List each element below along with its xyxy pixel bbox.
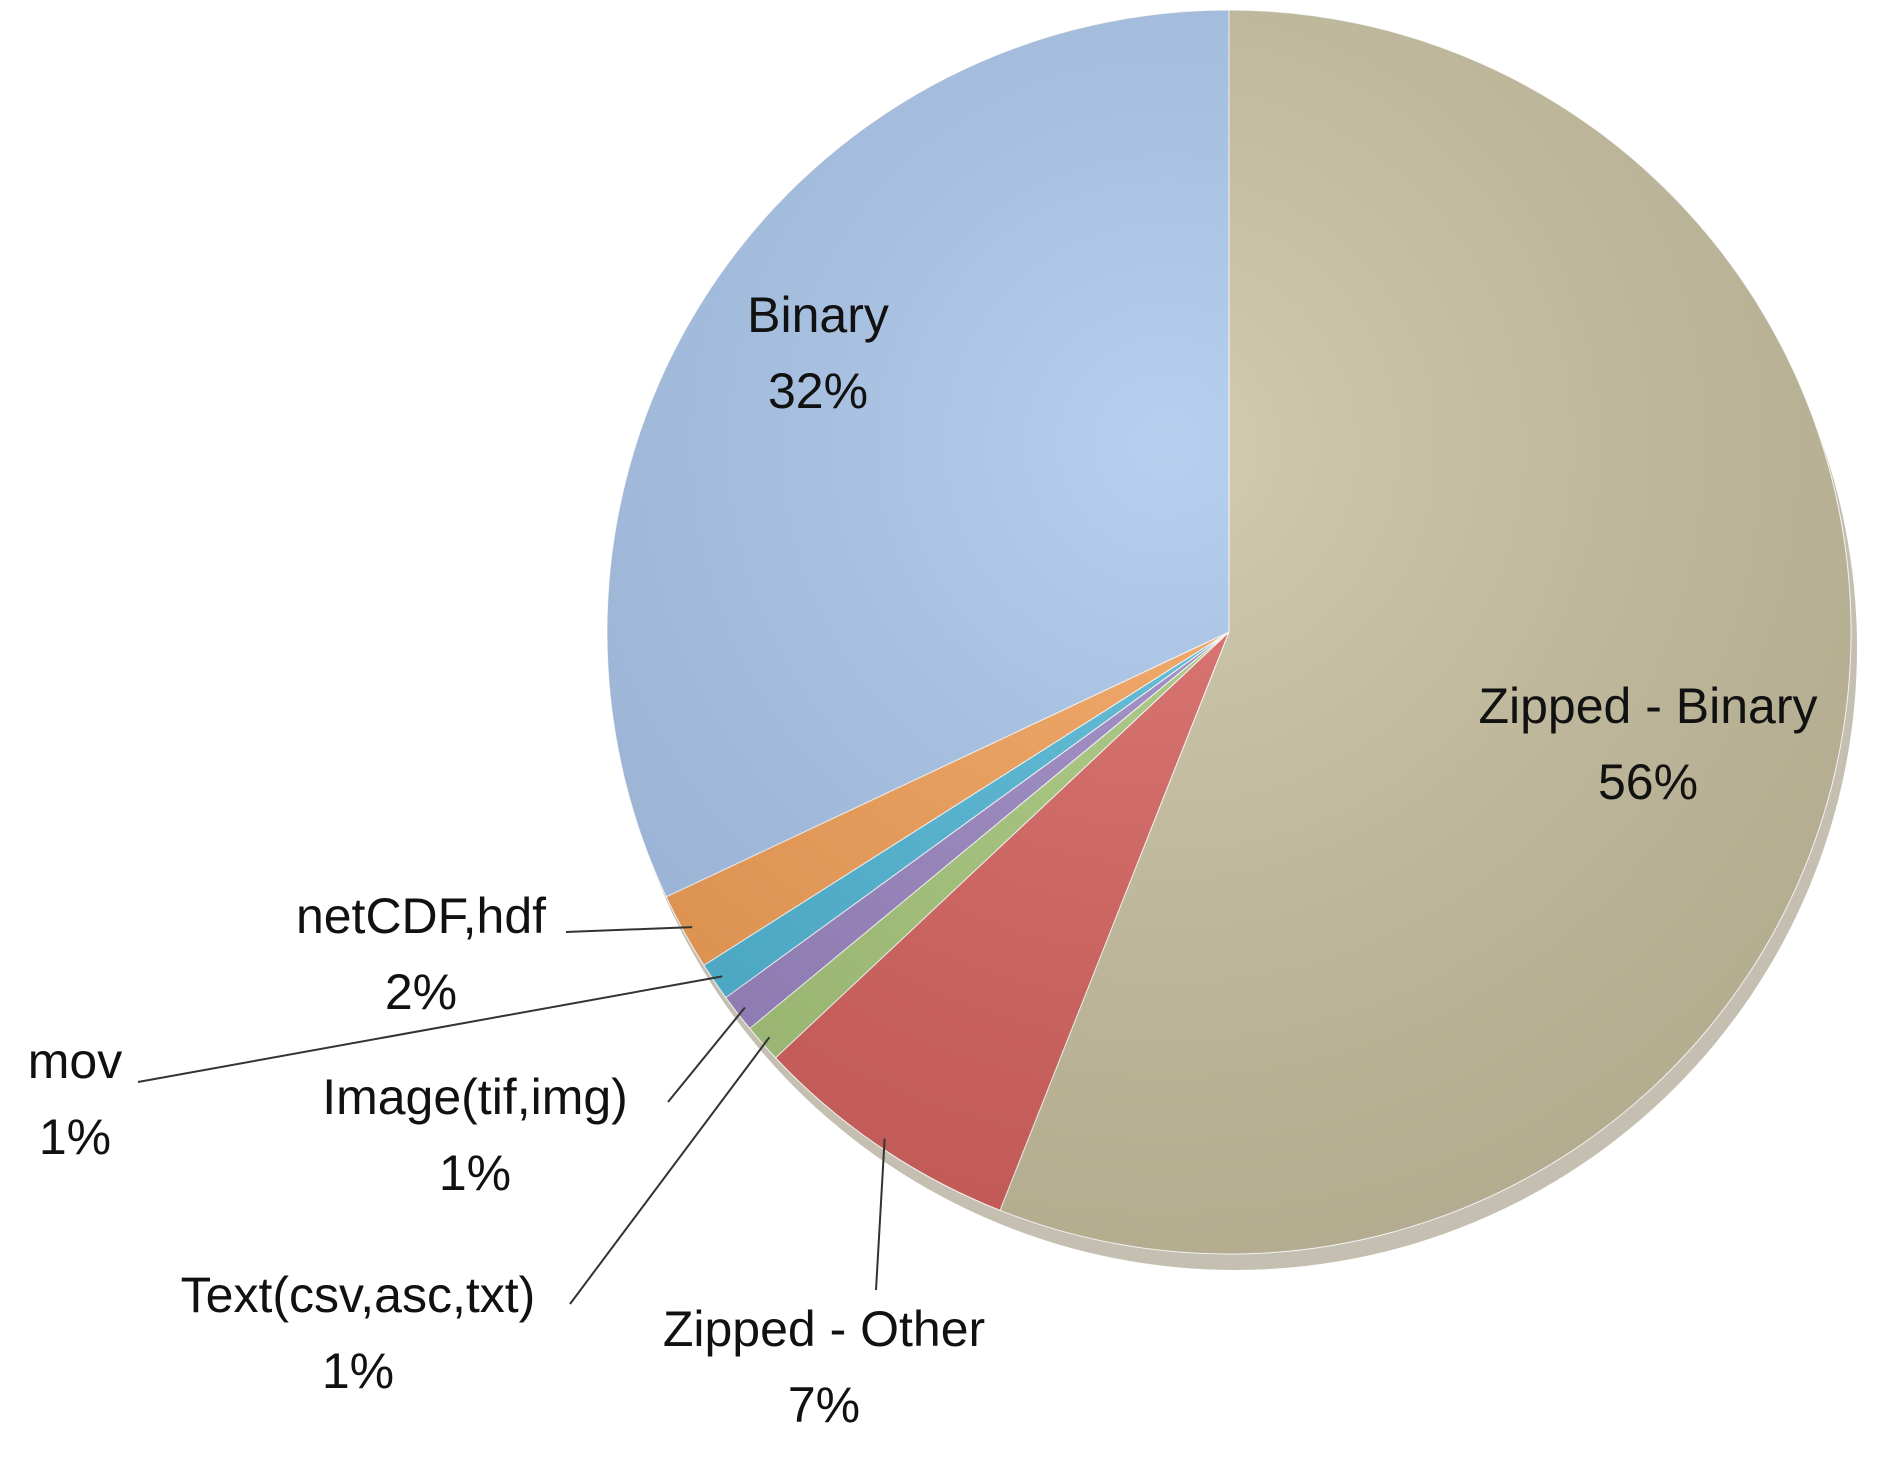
slice-value-label: 1%: [39, 1109, 111, 1165]
slice-label: mov: [28, 1033, 122, 1089]
slice-value-label: 2%: [385, 964, 457, 1020]
leader-line: [667, 1006, 746, 1103]
slice-label: Image(tif,img): [322, 1069, 628, 1125]
slice-label: netCDF,hdf: [296, 888, 546, 944]
leader-line: [565, 926, 693, 933]
slice-value-label: 7%: [788, 1377, 860, 1433]
slice-label: Text(csv,asc,txt): [181, 1267, 536, 1323]
slice-label: Zipped - Binary: [1478, 678, 1817, 734]
slice-label: Zipped - Other: [663, 1301, 985, 1357]
slice-value-label: 56%: [1598, 754, 1698, 810]
slice-label: Binary: [747, 287, 889, 343]
slice-value-label: 1%: [439, 1145, 511, 1201]
leader-line: [875, 1138, 886, 1291]
slice-value-label: 1%: [322, 1343, 394, 1399]
slice-value-label: 32%: [768, 363, 868, 419]
